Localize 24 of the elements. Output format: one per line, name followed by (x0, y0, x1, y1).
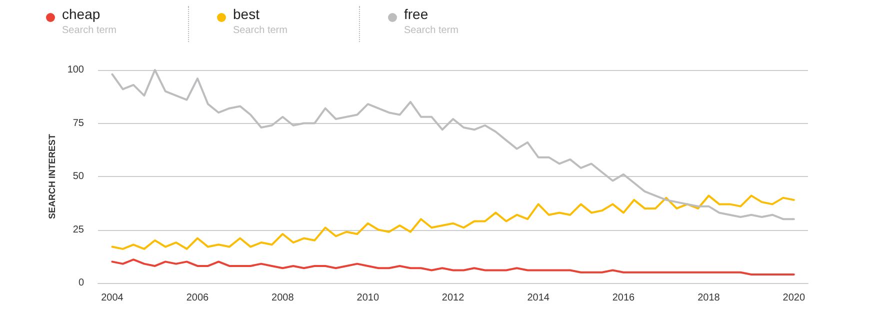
legend-label: best (233, 6, 260, 22)
line-series (111, 258, 795, 276)
line-series (111, 69, 795, 220)
x-tick-label: 2010 (356, 292, 380, 304)
y-tick-label: 100 (67, 64, 84, 76)
text: Search term (62, 25, 118, 36)
legend-label: cheap (62, 6, 102, 22)
x-tick-label: 2016 (612, 292, 636, 304)
x-tick-label: 2018 (698, 292, 720, 304)
text: Search term (404, 25, 460, 36)
y-tick-label: 75 (72, 118, 84, 129)
x-tick-label: 2008 (272, 292, 294, 304)
y-tick-label: 25 (72, 224, 84, 236)
x-tick-label: 2014 (527, 292, 550, 304)
x-tick-label: 2020 (782, 292, 806, 304)
text: Search term (233, 25, 288, 36)
legend-label: free (404, 6, 430, 22)
x-tick-label: 2012 (442, 292, 465, 304)
y-tick-label: 50 (72, 171, 84, 182)
x-tick-label: 2004 (101, 292, 124, 304)
y-axis-title: SEARCH INTEREST (46, 134, 57, 220)
x-tick-label: 2006 (186, 292, 210, 304)
y-tick-label: 0 (78, 278, 84, 288)
line-series (111, 194, 795, 250)
